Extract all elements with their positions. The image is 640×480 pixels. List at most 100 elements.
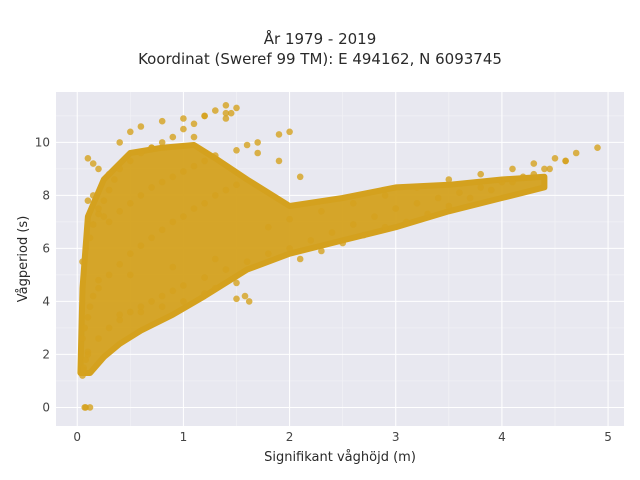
- data-point: [116, 139, 123, 146]
- data-point: [222, 186, 230, 194]
- data-point: [180, 168, 187, 175]
- data-point: [137, 192, 145, 199]
- data-point: [158, 117, 166, 125]
- data-point: [572, 149, 580, 157]
- data-point: [80, 367, 87, 374]
- data-point: [212, 192, 219, 199]
- data-point: [81, 404, 88, 411]
- data-point: [392, 205, 400, 212]
- data-point: [111, 176, 118, 183]
- data-point: [541, 165, 548, 173]
- x-tick-label: 3: [392, 430, 400, 444]
- data-point: [265, 223, 272, 231]
- data-point: [551, 155, 559, 162]
- data-points: [79, 102, 601, 411]
- data-point: [233, 295, 240, 303]
- data-point: [169, 173, 177, 181]
- data-point: [275, 131, 283, 138]
- data-point: [190, 120, 198, 128]
- data-point: [318, 247, 325, 255]
- data-point: [180, 213, 187, 220]
- data-point: [148, 298, 155, 305]
- data-point: [371, 213, 378, 220]
- y-axis-label: Vågperiod (s): [16, 216, 31, 303]
- y-tick-label: 8: [42, 188, 50, 202]
- data-point: [233, 147, 240, 154]
- data-point: [105, 186, 113, 194]
- data-point: [233, 181, 240, 189]
- data-point: [105, 271, 113, 279]
- data-point: [158, 178, 166, 186]
- chart-title: År 1979 - 2019: [263, 30, 377, 48]
- data-point: [546, 165, 553, 173]
- data-point: [222, 109, 230, 117]
- data-point: [222, 102, 230, 109]
- data-point: [84, 351, 92, 358]
- data-point: [158, 292, 166, 300]
- data-point: [562, 157, 569, 165]
- data-point: [466, 194, 474, 202]
- data-point: [127, 200, 134, 207]
- data-point: [509, 165, 516, 173]
- data-point: [116, 316, 123, 324]
- data-point: [201, 157, 208, 165]
- data-point: [116, 261, 123, 268]
- data-point: [350, 200, 357, 207]
- data-point: [286, 215, 293, 223]
- data-point: [254, 139, 261, 146]
- data-point: [89, 292, 97, 300]
- data-point: [328, 229, 336, 236]
- data-point: [424, 210, 431, 218]
- data-point: [413, 200, 421, 207]
- data-point: [82, 245, 89, 252]
- data-point: [241, 292, 249, 300]
- data-point: [158, 226, 166, 234]
- data-point: [127, 128, 134, 136]
- data-point: [81, 324, 88, 332]
- data-point: [180, 125, 187, 133]
- x-tick-label: 5: [604, 430, 612, 444]
- data-point: [233, 279, 240, 287]
- data-point: [530, 170, 538, 178]
- data-point: [180, 282, 187, 289]
- data-point: [286, 128, 293, 136]
- data-point: [127, 157, 134, 165]
- data-point: [148, 184, 155, 191]
- y-tick-label: 6: [42, 241, 50, 255]
- data-point: [488, 186, 495, 194]
- data-point: [158, 303, 166, 311]
- data-point: [360, 231, 368, 239]
- data-point: [137, 303, 145, 311]
- data-point: [169, 133, 177, 141]
- data-point: [245, 298, 253, 305]
- data-point: [86, 404, 94, 411]
- data-point: [227, 109, 235, 117]
- y-tick-label: 2: [42, 347, 50, 361]
- data-point: [180, 298, 187, 305]
- data-point: [137, 242, 145, 249]
- data-point: [105, 324, 113, 332]
- data-point: [243, 141, 251, 149]
- data-point: [201, 274, 208, 281]
- data-point: [89, 160, 97, 167]
- data-point: [127, 308, 134, 316]
- data-point: [296, 173, 304, 181]
- data-point: [339, 239, 347, 247]
- data-point: [190, 162, 198, 170]
- data-point: [169, 218, 177, 226]
- data-point: [169, 263, 177, 271]
- data-point: [530, 160, 538, 167]
- x-axis-ticks: 0 1 2 3 4 5: [73, 430, 611, 444]
- data-point: [148, 234, 155, 242]
- data-point: [456, 189, 463, 196]
- data-point: [116, 165, 123, 173]
- data-point: [201, 112, 208, 120]
- data-point: [95, 335, 102, 342]
- data-point: [233, 104, 240, 112]
- data-point: [82, 356, 89, 364]
- data-point: [169, 287, 177, 295]
- y-axis-ticks: 0 2 4 6 8 10: [35, 135, 50, 414]
- data-point: [148, 144, 155, 151]
- data-point: [180, 115, 187, 122]
